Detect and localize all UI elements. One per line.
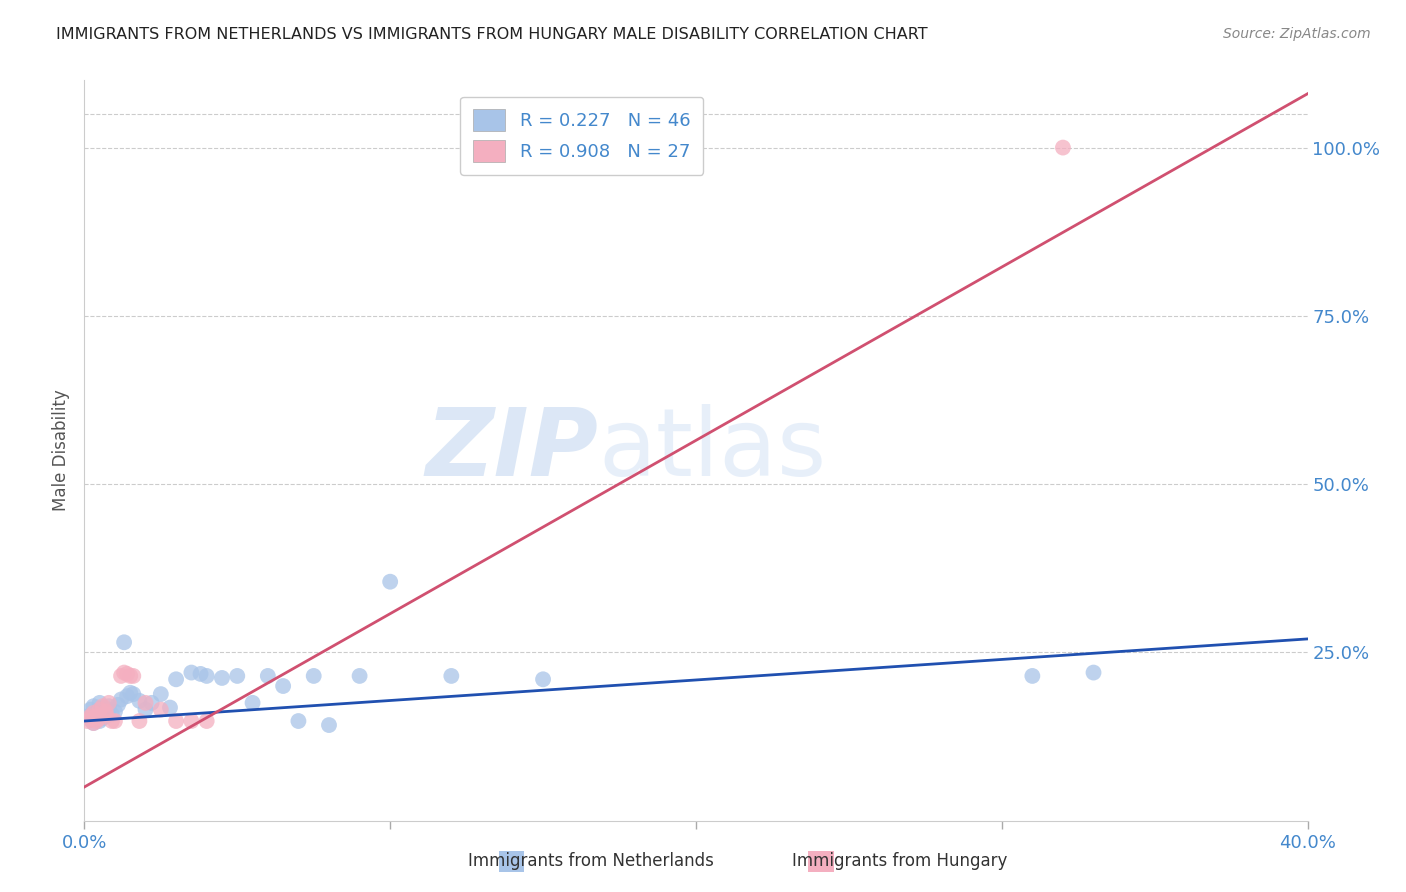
Point bbox=[440, 669, 463, 683]
Point bbox=[165, 714, 187, 728]
Point bbox=[89, 703, 111, 717]
Point bbox=[76, 709, 98, 723]
Point bbox=[318, 718, 340, 732]
Point bbox=[165, 673, 187, 687]
Point bbox=[101, 707, 124, 722]
Point bbox=[112, 665, 135, 680]
Point bbox=[89, 696, 111, 710]
Text: Immigrants from Netherlands: Immigrants from Netherlands bbox=[468, 852, 713, 870]
Point bbox=[104, 705, 127, 719]
Point bbox=[211, 671, 233, 685]
Point bbox=[135, 703, 157, 717]
Text: Immigrants from Hungary: Immigrants from Hungary bbox=[792, 852, 1008, 870]
Point bbox=[242, 696, 264, 710]
Point bbox=[94, 709, 117, 723]
Point bbox=[190, 667, 212, 681]
Text: ZIP: ZIP bbox=[425, 404, 598, 497]
Point bbox=[91, 700, 114, 714]
Point bbox=[86, 709, 108, 723]
Point bbox=[112, 635, 135, 649]
Point bbox=[141, 696, 163, 710]
Point bbox=[89, 714, 111, 728]
Point bbox=[271, 679, 294, 693]
Text: atlas: atlas bbox=[598, 404, 827, 497]
Point bbox=[94, 707, 117, 722]
Point bbox=[531, 673, 554, 687]
Point bbox=[122, 669, 145, 683]
Point bbox=[195, 669, 218, 683]
Point bbox=[115, 667, 138, 681]
Point bbox=[86, 709, 108, 723]
Point bbox=[101, 714, 124, 728]
Point bbox=[83, 706, 105, 720]
Point bbox=[149, 703, 172, 717]
Point bbox=[159, 700, 181, 714]
Point bbox=[97, 696, 120, 710]
Point bbox=[135, 696, 157, 710]
Point bbox=[287, 714, 309, 728]
Point bbox=[89, 711, 111, 725]
Point bbox=[1021, 669, 1043, 683]
Point bbox=[94, 705, 117, 719]
Point bbox=[195, 714, 218, 728]
Text: Source: ZipAtlas.com: Source: ZipAtlas.com bbox=[1223, 27, 1371, 41]
Point bbox=[91, 699, 114, 714]
Point bbox=[115, 689, 138, 703]
Point bbox=[79, 703, 101, 717]
Point bbox=[257, 669, 280, 683]
Point bbox=[79, 711, 101, 725]
Point bbox=[120, 669, 142, 683]
Point bbox=[120, 686, 142, 700]
Point bbox=[83, 716, 105, 731]
Point bbox=[107, 698, 129, 712]
Point bbox=[83, 716, 105, 731]
Point bbox=[1083, 665, 1105, 680]
Point bbox=[302, 669, 325, 683]
Point bbox=[97, 703, 120, 717]
Point bbox=[104, 714, 127, 728]
Point bbox=[76, 714, 98, 728]
Point bbox=[110, 669, 132, 683]
Legend: R = 0.227   N = 46, R = 0.908   N = 27: R = 0.227 N = 46, R = 0.908 N = 27 bbox=[460, 96, 703, 175]
Point bbox=[86, 706, 108, 720]
Point bbox=[94, 706, 117, 720]
Point bbox=[86, 714, 108, 728]
Point bbox=[180, 714, 202, 728]
Point bbox=[91, 711, 114, 725]
Point bbox=[79, 709, 101, 723]
Point bbox=[110, 692, 132, 706]
Point bbox=[122, 687, 145, 701]
Point bbox=[128, 694, 150, 708]
Y-axis label: Male Disability: Male Disability bbox=[52, 390, 70, 511]
Point bbox=[83, 699, 105, 714]
Point bbox=[97, 699, 120, 714]
Point bbox=[180, 665, 202, 680]
Point bbox=[380, 574, 402, 589]
Point bbox=[226, 669, 249, 683]
Point bbox=[128, 714, 150, 728]
Point bbox=[1052, 140, 1074, 154]
Point bbox=[149, 687, 172, 701]
Point bbox=[79, 713, 101, 727]
Text: IMMIGRANTS FROM NETHERLANDS VS IMMIGRANTS FROM HUNGARY MALE DISABILITY CORRELATI: IMMIGRANTS FROM NETHERLANDS VS IMMIGRANT… bbox=[56, 27, 928, 42]
Point bbox=[349, 669, 371, 683]
